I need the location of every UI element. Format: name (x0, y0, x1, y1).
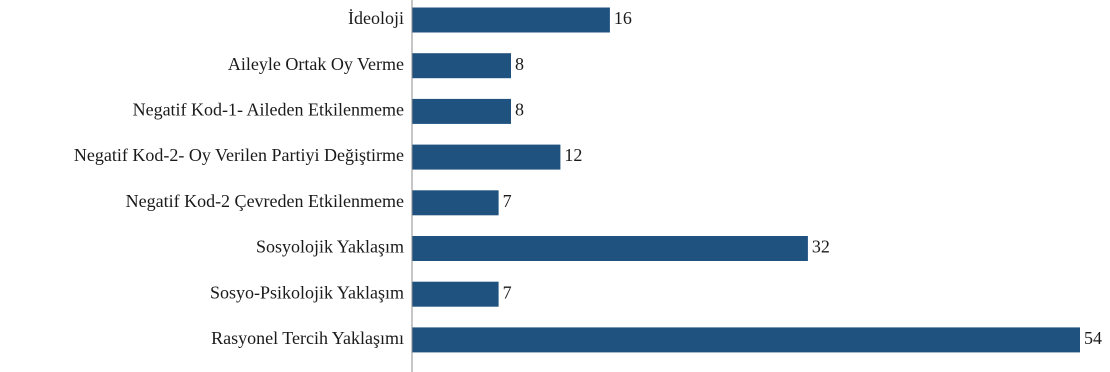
bar (412, 190, 499, 216)
bar (412, 236, 808, 261)
value-label: 32 (812, 237, 830, 257)
bar (412, 144, 561, 170)
value-label: 54 (1084, 328, 1102, 348)
bar (412, 281, 499, 307)
category-label: Aileyle Ortak Oy Verme (228, 54, 404, 74)
bar (412, 53, 511, 79)
bar (412, 98, 511, 124)
category-label: Sosyolojik Yaklaşım (256, 237, 404, 257)
bar (412, 7, 610, 33)
value-labels-group: 16 8 8 12 7 32 7 54 (503, 8, 1102, 348)
category-label: Negatif Kod-1- Aileden Etkilenmeme (133, 100, 404, 120)
category-label: İdeoloji (348, 8, 404, 28)
value-label: 8 (515, 100, 524, 120)
value-label: 12 (564, 145, 582, 165)
category-label: Negatif Kod-2 Çevreden Etkilenmeme (126, 191, 404, 211)
category-label: Rasyonel Tercih Yaklaşımı (211, 328, 404, 348)
category-label: Sosyo-Psikolojik Yaklaşım (210, 282, 404, 302)
category-label: Negatif Kod-2- Oy Verilen Partiyi Değişt… (74, 145, 404, 165)
value-label: 8 (515, 54, 524, 74)
value-label: 7 (503, 191, 512, 211)
bar (412, 327, 1080, 353)
bars-group (412, 7, 1080, 353)
value-label: 16 (614, 8, 632, 28)
category-labels-group: İdeoloji Aileyle Ortak Oy Verme Negatif Ko… (74, 8, 404, 348)
value-label: 7 (503, 282, 512, 302)
